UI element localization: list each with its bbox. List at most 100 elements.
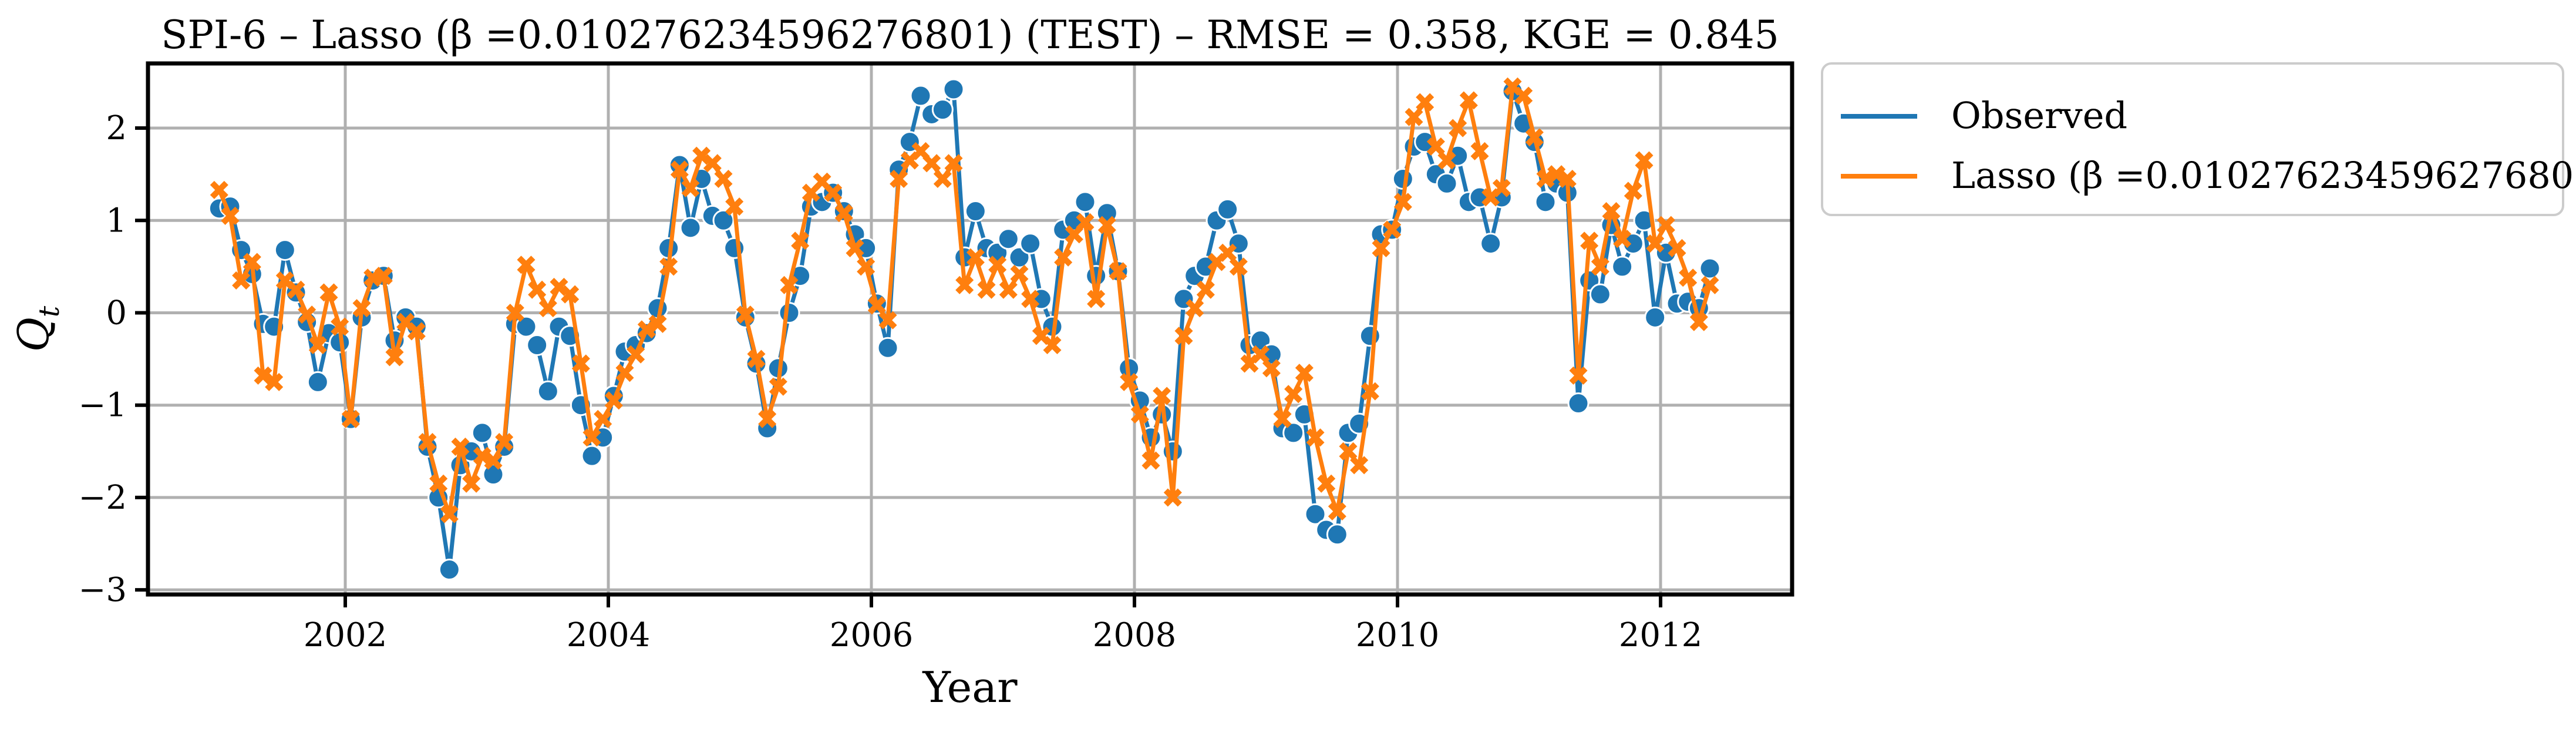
data-point (298, 305, 316, 324)
data-point (736, 305, 755, 324)
y-axis-ticks: −3 −2 −1 0 1 2 (78, 109, 148, 609)
data-point (703, 154, 722, 173)
data-point (846, 238, 864, 257)
data-point (714, 169, 733, 189)
data-point (1273, 409, 1292, 428)
data-point (440, 505, 459, 523)
data-point (1021, 290, 1040, 308)
data-point (1196, 280, 1215, 299)
data-point (1217, 198, 1239, 220)
data-point (1074, 191, 1096, 213)
data-point (1405, 107, 1423, 126)
data-point (1174, 327, 1193, 345)
data-point (1218, 243, 1237, 262)
data-point (1097, 216, 1116, 234)
data-point (679, 217, 702, 239)
data-point (1416, 93, 1435, 112)
data-point (341, 409, 360, 428)
y-tick-label: −3 (78, 571, 127, 609)
data-point (274, 239, 296, 261)
data-point (1054, 248, 1073, 267)
x-axis-label: Year (922, 663, 1018, 712)
data-point (319, 283, 338, 302)
data-point (1153, 387, 1171, 405)
data-point (1130, 405, 1149, 424)
data-point (243, 253, 261, 271)
grid-lines (148, 63, 1792, 594)
data-point (1613, 230, 1632, 248)
data-point (1085, 265, 1107, 287)
x-tick-label: 2002 (304, 616, 388, 654)
data-point (834, 204, 853, 223)
data-point (1644, 306, 1666, 328)
data-point (308, 335, 327, 355)
data-point (1262, 359, 1281, 378)
data-point (933, 169, 952, 189)
data-point (769, 377, 787, 396)
data-point (1480, 233, 1502, 255)
data-point (561, 285, 580, 304)
data-point (1470, 142, 1489, 160)
x-tick-label: 2006 (830, 616, 914, 654)
data-point (594, 409, 612, 428)
data-point (1534, 191, 1557, 213)
y-tick-label: 1 (106, 201, 127, 240)
data-point (1120, 372, 1139, 391)
y-axis-label-group: Qt (9, 305, 66, 352)
data-point (418, 433, 437, 452)
data-point (1656, 216, 1675, 234)
data-point (1372, 238, 1390, 257)
data-point (1251, 345, 1270, 364)
data-point (1087, 290, 1106, 308)
data-point (1304, 503, 1326, 525)
data-point (1295, 364, 1314, 382)
legend-label-lasso: Lasso (β =0.010276234596276801) (1951, 154, 2576, 197)
data-point (942, 78, 965, 100)
data-point (1437, 151, 1456, 170)
data-point (999, 280, 1018, 299)
plot-area-frame (146, 61, 1794, 597)
data-point (966, 248, 985, 267)
data-point (659, 257, 678, 276)
data-point (1010, 264, 1029, 283)
data-point (1589, 283, 1611, 305)
data-point (681, 179, 700, 197)
data-point (1284, 385, 1303, 404)
data-point (438, 559, 460, 581)
data-point (1679, 268, 1698, 287)
y-tick-label: −2 (78, 479, 127, 517)
data-point (1689, 313, 1708, 331)
data-point (473, 446, 491, 465)
data-point (910, 85, 932, 107)
data-point (1350, 456, 1369, 475)
data-point (581, 445, 603, 467)
series-line (217, 84, 1712, 516)
data-point (1567, 392, 1590, 415)
data-point (931, 99, 954, 121)
data-point (615, 364, 634, 382)
data-point (331, 317, 349, 336)
data-point (778, 301, 800, 324)
data-point (1019, 233, 1042, 255)
data-point (1043, 335, 1062, 355)
chart-title: SPI-6 – Lasso (β =0.010276234596276801) … (161, 12, 1779, 58)
data-point (1426, 137, 1445, 156)
data-point (1492, 179, 1511, 197)
data-point (890, 169, 908, 189)
data-point (922, 154, 941, 173)
data-point (1328, 502, 1346, 521)
data-point (1701, 276, 1719, 294)
y-tick-label: 0 (106, 294, 127, 332)
data-point (1580, 231, 1599, 250)
data-point (210, 180, 228, 199)
data-point (877, 337, 899, 359)
data-point (878, 311, 897, 330)
data-point (451, 437, 470, 456)
data-point (780, 276, 799, 294)
data-point (791, 231, 810, 250)
data-point (867, 296, 886, 315)
y-axis-label-subscript: t (33, 305, 66, 317)
data-point (1393, 193, 1412, 211)
data-point (712, 209, 735, 231)
data-point (1569, 366, 1588, 385)
